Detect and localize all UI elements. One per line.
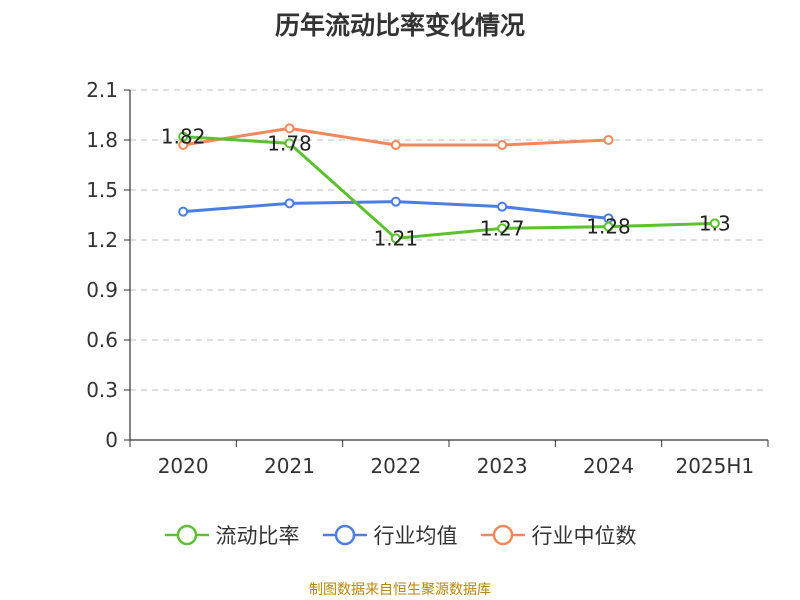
data-point — [178, 206, 189, 217]
data-label: 1.21 — [374, 226, 419, 250]
data-label: 1.3 — [699, 211, 731, 235]
y-tick-label: 0.9 — [86, 278, 118, 302]
data-label: 1.27 — [480, 216, 525, 240]
legend-label: 流动比率 — [215, 524, 300, 548]
series-line — [181, 135, 717, 240]
source-note: 制图数据来自恒生聚源数据库 — [309, 582, 491, 598]
chart-title: 历年流动比率变化情况 — [274, 11, 525, 40]
legend-line-marker-icon — [322, 524, 367, 546]
data-point — [603, 135, 614, 145]
legend-item[interactable]: 流动比率 — [164, 520, 300, 550]
data-label: 1.28 — [586, 215, 631, 239]
data-point — [497, 223, 508, 234]
data-label: 1.78 — [267, 131, 312, 155]
y-tick-label: 0 — [105, 428, 118, 452]
data-point — [284, 198, 295, 209]
data-point — [497, 140, 508, 150]
legend-line-marker-icon — [164, 524, 209, 546]
x-tick-label: 2021 — [264, 454, 315, 478]
y-tick-label: 2.1 — [86, 78, 118, 102]
x-tick-label: 2020 — [158, 454, 209, 478]
y-tick-label: 0.3 — [86, 378, 118, 402]
legend-line-marker-icon — [480, 524, 525, 546]
y-tick-label: 1.8 — [86, 128, 118, 152]
y-tick-label: 1.2 — [86, 228, 118, 252]
data-point — [497, 201, 508, 212]
x-tick-label: 2024 — [583, 454, 634, 478]
x-tick-label: 2025H1 — [675, 454, 754, 478]
series-lines — [178, 123, 720, 244]
data-point — [390, 233, 401, 244]
grid-lines — [130, 89, 768, 391]
legend: 流动比率 行业均值 行业中位数 — [0, 520, 800, 550]
data-labels: 1.82 1.78 1.21 1.27 1.28 1.3 — [161, 125, 731, 251]
x-tick-label: 2023 — [477, 454, 528, 478]
axes: 0 0.3 0.6 0.9 1.2 1.5 1.8 2.1 2020 2021 2022 2023 20… — [86, 78, 769, 478]
legend-label: 行业均值 — [373, 524, 458, 548]
data-point — [603, 221, 614, 232]
data-point — [709, 218, 720, 229]
data-point — [390, 196, 401, 207]
legend-item[interactable]: 行业均值 — [322, 520, 458, 550]
x-tick-label: 2022 — [370, 454, 421, 478]
y-tick-label: 1.5 — [86, 178, 118, 202]
data-point — [178, 131, 189, 142]
legend-item[interactable]: 行业中位数 — [480, 520, 637, 550]
legend-label: 行业中位数 — [531, 524, 637, 548]
data-point — [390, 140, 401, 150]
data-point — [284, 123, 295, 134]
data-label: 1.82 — [161, 125, 206, 149]
y-tick-label: 0.6 — [86, 328, 118, 352]
data-point — [284, 138, 295, 149]
